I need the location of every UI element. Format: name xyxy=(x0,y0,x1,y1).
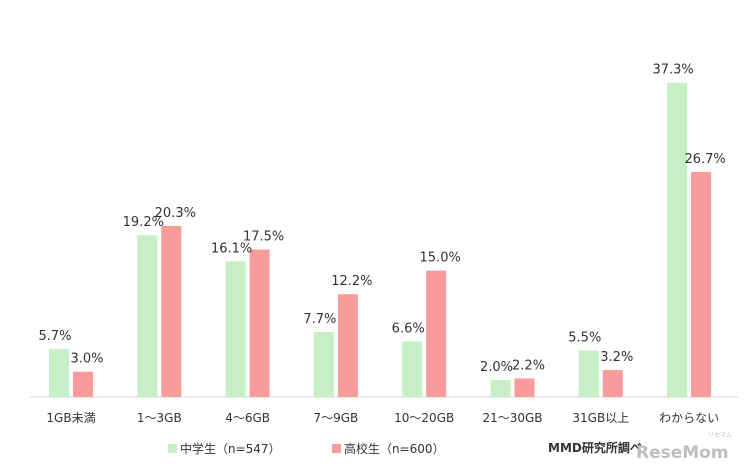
watermark-text: ReseMom xyxy=(636,443,729,463)
category-label-5: 21～30GB xyxy=(482,411,542,425)
bars-layer xyxy=(49,82,712,397)
value-label-high-school-6: 3.2% xyxy=(600,350,633,365)
value-label-junior-high-1: 19.2% xyxy=(123,215,164,230)
bar-high-school-6 xyxy=(602,370,623,397)
category-label-0: 1GB未満 xyxy=(46,411,95,425)
value-label-junior-high-7: 37.3% xyxy=(652,63,693,78)
legend-swatch-junior-high xyxy=(168,444,177,453)
value-label-high-school-0: 3.0% xyxy=(70,352,103,367)
value-label-junior-high-2: 16.1% xyxy=(211,241,252,256)
bar-junior-high-6 xyxy=(578,350,599,397)
value-label-high-school-3: 12.2% xyxy=(331,274,372,289)
category-label-3: 7～9GB xyxy=(313,411,358,425)
bar-high-school-5 xyxy=(514,378,535,397)
bar-junior-high-7 xyxy=(667,82,688,397)
legend: 中学生（n=547） 高校生（n=600） xyxy=(168,441,445,456)
bar-high-school-3 xyxy=(337,294,358,397)
category-labels-layer: 1GB未満 1～3GB 4～6GB 7～9GB 10～20GB 21～30GB 31GB以上… xyxy=(46,411,719,425)
bar-junior-high-0 xyxy=(49,348,69,397)
value-label-junior-high-0: 5.7% xyxy=(38,329,71,344)
value-label-high-school-5: 2.2% xyxy=(512,358,545,373)
legend-label-junior-high: 中学生（n=547） xyxy=(180,441,281,456)
value-label-high-school-7: 26.7% xyxy=(684,152,725,167)
value-label-high-school-4: 15.0% xyxy=(420,251,461,266)
bar-junior-high-5 xyxy=(490,380,511,397)
watermark-logo: ReseMom リセマム xyxy=(636,432,732,463)
value-label-high-school-2: 17.5% xyxy=(243,230,284,245)
value-label-junior-high-3: 7.7% xyxy=(303,312,336,327)
legend-swatch-high-school xyxy=(332,444,341,453)
category-label-6: 31GB以上 xyxy=(572,411,629,425)
watermark-furigana: リセマム xyxy=(708,432,732,439)
category-label-7: わからない xyxy=(659,411,719,425)
bar-high-school-4 xyxy=(426,270,447,397)
bar-junior-high-3 xyxy=(313,332,334,397)
value-label-high-school-1: 20.3% xyxy=(155,206,196,221)
value-label-junior-high-4: 6.6% xyxy=(392,321,425,336)
bar-high-school-2 xyxy=(249,249,270,397)
bar-junior-high-1 xyxy=(137,235,158,397)
value-label-junior-high-5: 2.0% xyxy=(480,360,513,375)
legend-label-high-school: 高校生（n=600） xyxy=(344,441,445,456)
category-label-1: 1～3GB xyxy=(137,411,182,425)
bar-junior-high-4 xyxy=(402,341,423,397)
source-credit: MMD研究所調べ xyxy=(548,440,642,455)
value-label-junior-high-6: 5.5% xyxy=(568,331,601,346)
value-labels-layer: 5.7% 3.0% 19.2%20.3% 16.1%17.5% 7.7% 12.2% 6.6… xyxy=(38,63,725,375)
bar-high-school-7 xyxy=(691,172,712,397)
bar-high-school-0 xyxy=(73,371,93,397)
bar-junior-high-2 xyxy=(225,261,246,397)
category-label-4: 10～20GB xyxy=(394,411,454,425)
bar-high-school-1 xyxy=(161,225,182,397)
category-label-2: 4～6GB xyxy=(225,411,270,425)
